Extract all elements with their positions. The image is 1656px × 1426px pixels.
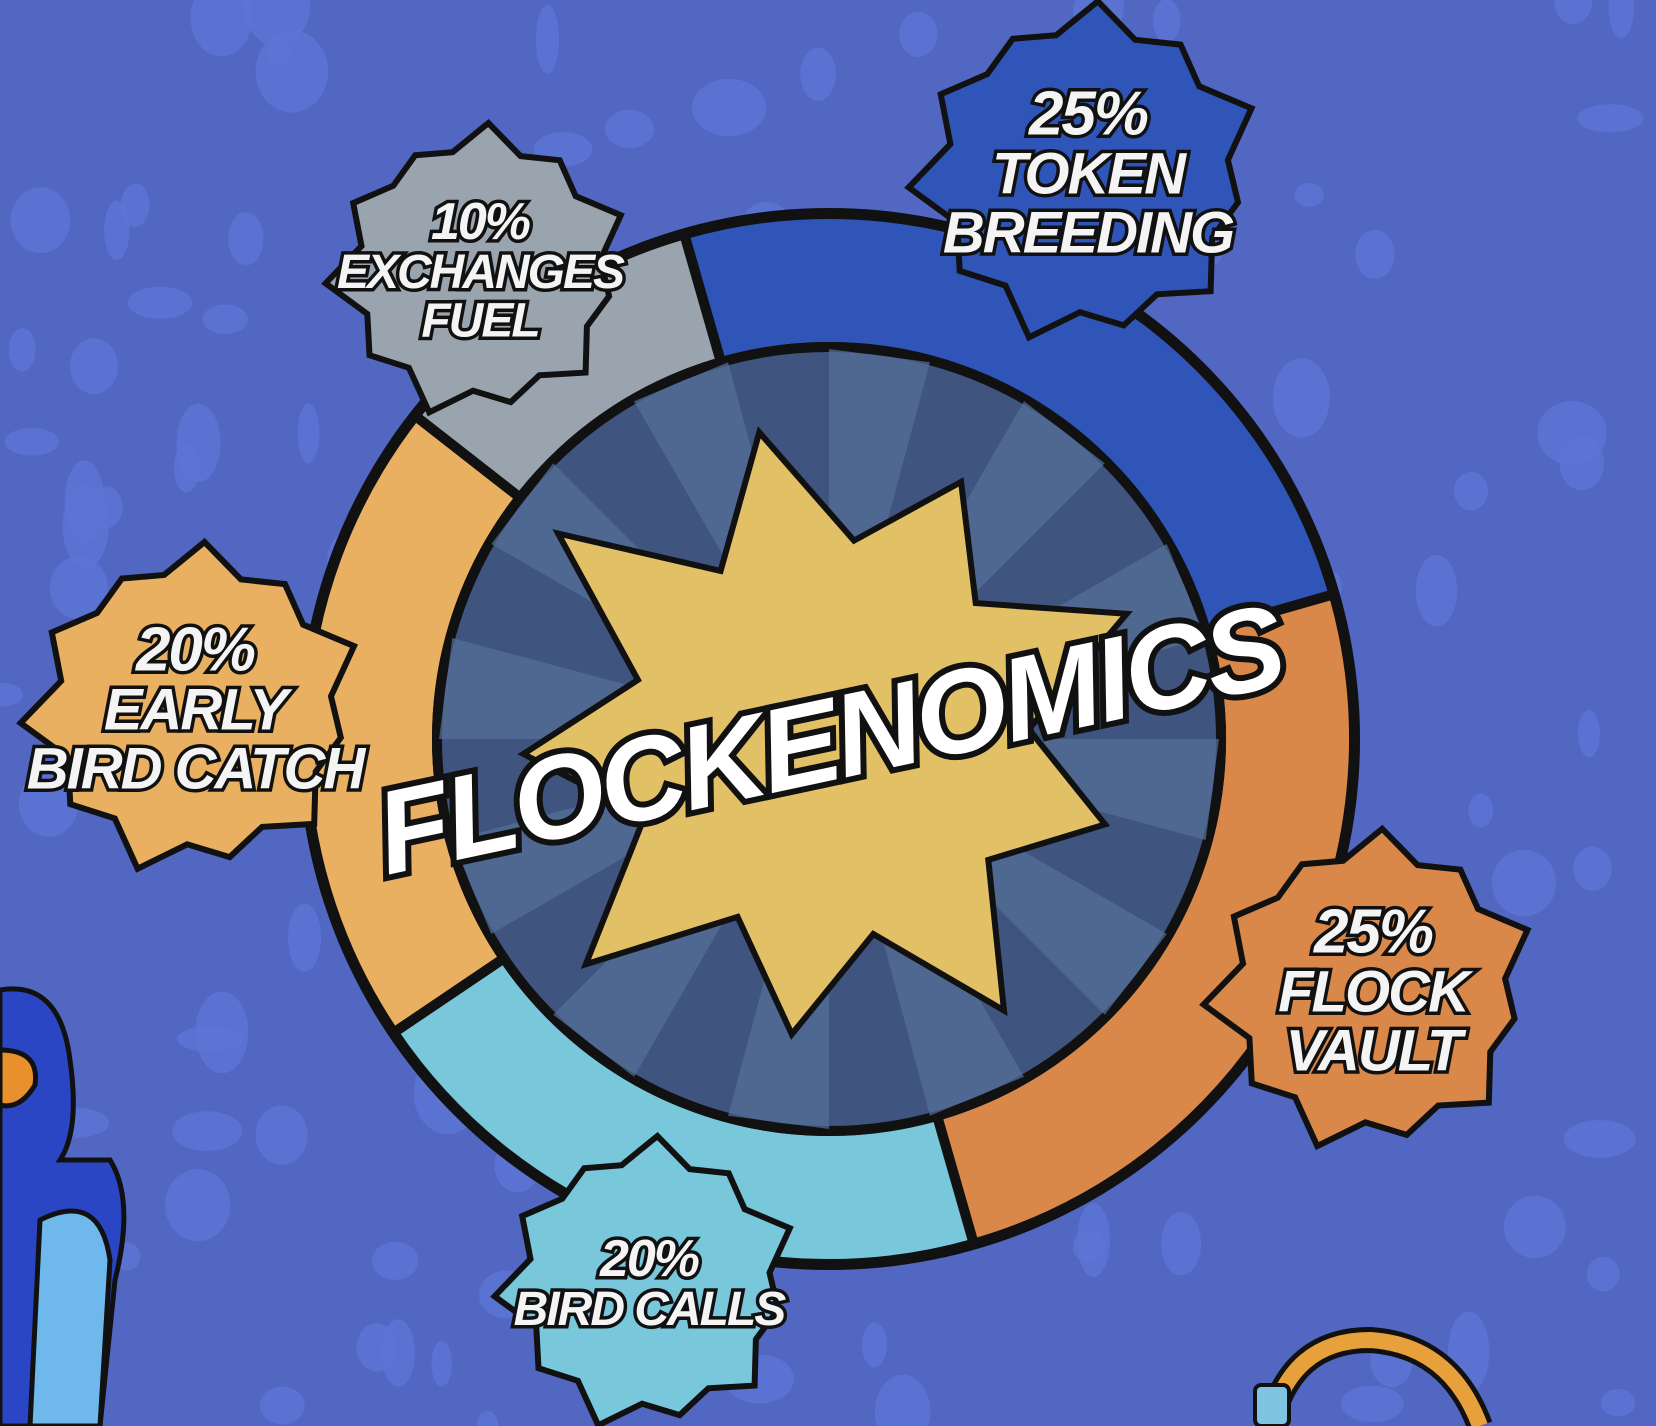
label-name: BIRD CALLS	[514, 1283, 787, 1336]
label-name: VAULT	[1286, 1019, 1467, 1084]
label-name: EXCHANGES	[337, 246, 625, 299]
label-name: FLOCK	[1278, 959, 1474, 1024]
label-percent: 20%	[135, 615, 255, 684]
center-disc: FLOCKENOMICS	[359, 342, 1302, 1136]
center-burst	[517, 426, 1133, 1040]
bird-mascot	[0, 986, 127, 1426]
label-bird-calls: 20%BIRD CALLS	[490, 1131, 794, 1426]
label-percent: 20%	[599, 1230, 699, 1288]
hose-decoration	[1253, 1326, 1493, 1426]
label-burst	[490, 1131, 794, 1426]
label-name: EARLY	[104, 677, 294, 742]
label-burst	[1199, 824, 1532, 1151]
label-percent: 25%	[1313, 897, 1433, 966]
label-percent: 10%	[431, 193, 530, 251]
label-name: BREEDING	[943, 201, 1234, 266]
label-name: BIRD CATCH	[27, 737, 367, 802]
label-percent: 25%	[1028, 79, 1148, 148]
label-burst	[321, 118, 625, 417]
label-burst	[904, 0, 1256, 342]
label-name: FUEL	[421, 295, 538, 348]
label-burst	[16, 537, 359, 873]
label-name: TOKEN	[992, 141, 1187, 206]
